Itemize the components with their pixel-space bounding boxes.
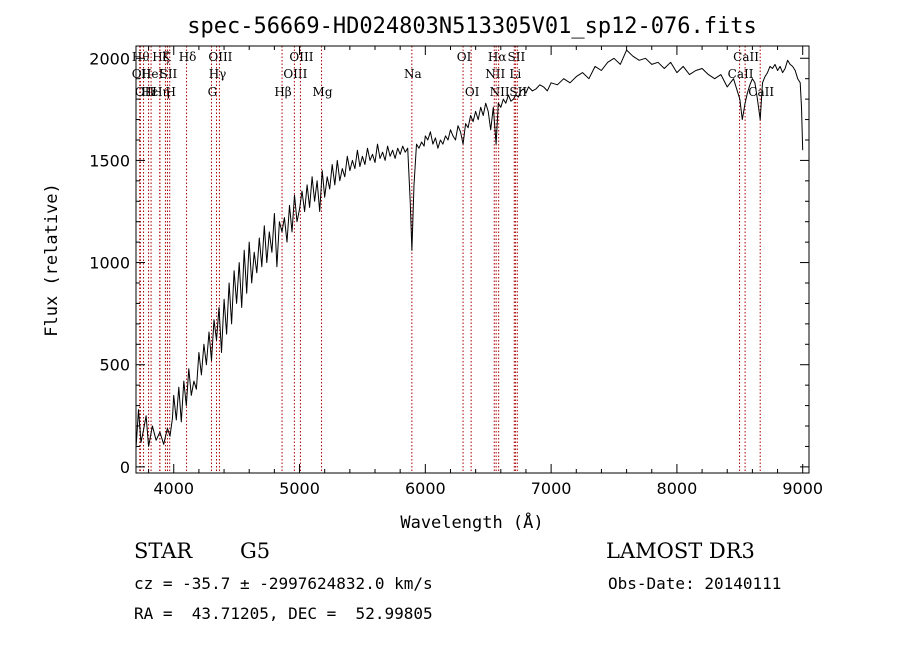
spectrum-line-0 bbox=[135, 49, 804, 449]
x-tick-label-1: 5000 bbox=[279, 479, 320, 498]
line-label-11: G bbox=[208, 85, 218, 99]
x-tick-label-0: 4000 bbox=[153, 479, 194, 498]
x-axis-label: Wavelength (Å) bbox=[400, 511, 543, 533]
line-label-1: OII bbox=[132, 67, 152, 81]
line-label-22: Hα bbox=[488, 50, 507, 64]
line-label-12: Hγ bbox=[209, 67, 227, 81]
line-label-21: NII bbox=[485, 67, 505, 81]
line-label-4: HeI bbox=[141, 67, 164, 81]
line-label-27: CaII bbox=[728, 67, 754, 81]
line-label-19: OI bbox=[457, 50, 472, 64]
spectrum-series bbox=[135, 49, 804, 449]
line-label-2: OII bbox=[135, 85, 155, 99]
object-subclass: G5 bbox=[240, 539, 271, 563]
line-label-26: SII bbox=[509, 85, 527, 99]
x-tick-label-5: 9000 bbox=[782, 479, 823, 498]
spectrum-chart: spec-56669-HD024803N513305V01_sp12-076.f… bbox=[42, 14, 823, 533]
line-label-9: SII bbox=[160, 67, 178, 81]
survey-name: LAMOST DR3 bbox=[606, 539, 755, 563]
y-tick-label-3: 1500 bbox=[89, 151, 130, 170]
y-tick-label-1: 500 bbox=[99, 356, 130, 375]
line-label-8: H bbox=[165, 85, 175, 99]
line-label-15: OIII bbox=[283, 67, 307, 81]
line-label-10: Hδ bbox=[179, 50, 197, 64]
line-label-18: Na bbox=[404, 67, 422, 81]
line-label-23: NII bbox=[490, 85, 510, 99]
line-label-16: OIII bbox=[289, 50, 313, 64]
y-tick-label-2: 1000 bbox=[89, 254, 130, 273]
line-label-25: SII bbox=[508, 50, 526, 64]
line-label-14: Hβ bbox=[274, 85, 291, 99]
line-label-3: Hε bbox=[141, 85, 158, 99]
x-tick-label-3: 7000 bbox=[531, 479, 572, 498]
coordinates-readout: RA = 43.71205, DEC = 52.99805 bbox=[134, 604, 433, 623]
y-tick-label-4: 2000 bbox=[89, 49, 130, 68]
line-label-13: OIII bbox=[208, 50, 232, 64]
y-axis-label: Flux (relative) bbox=[42, 183, 62, 337]
line-label-29: CaII bbox=[748, 85, 774, 99]
spectral-line-markers: HθOIIOIIHεHeIHζHηKHSIIHδGHγOIIIHβOIIIOII… bbox=[132, 46, 774, 473]
x-tick-label-2: 6000 bbox=[405, 479, 446, 498]
observation-date: Obs-Date: 20140111 bbox=[608, 574, 782, 593]
line-label-20: OI bbox=[465, 85, 480, 99]
object-class: STAR bbox=[134, 539, 193, 563]
line-label-17: Mg bbox=[313, 85, 333, 99]
plot-frame bbox=[135, 45, 810, 474]
y-tick-label-0: 0 bbox=[120, 458, 130, 477]
redshift-readout: cz = -35.7 ± -2997624832.0 km/s bbox=[134, 574, 433, 593]
x-tick-label-4: 8000 bbox=[657, 479, 698, 498]
axis-ticks: 4000 5000 6000 7000 8000 9000 0 500 1000 1500 2000 bbox=[89, 46, 823, 498]
chart-title: spec-56669-HD024803N513305V01_sp12-076.f… bbox=[187, 14, 757, 39]
line-label-28: CaII bbox=[733, 50, 759, 64]
